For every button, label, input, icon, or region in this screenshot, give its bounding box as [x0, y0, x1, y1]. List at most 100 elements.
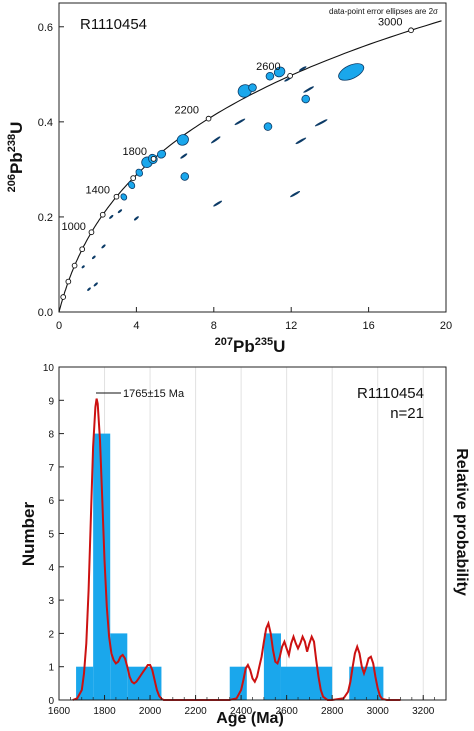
y-tick-label: 9 [48, 396, 54, 407]
histogram-bars [76, 433, 384, 700]
error-ellipse [87, 287, 91, 291]
peak-age-label: 1765±15 Ma [123, 388, 185, 400]
concordia-age-label: 1800 [123, 146, 147, 158]
histogram-bar [229, 666, 247, 700]
error-ellipse [290, 191, 301, 198]
x-tick-label: 3200 [412, 706, 435, 717]
error-ellipse [120, 193, 128, 201]
error-ellipse [127, 181, 136, 190]
concordia-age-marker [79, 246, 86, 253]
concordia-age-labels: 1000 1400 1800 2200 2600 3000 [61, 16, 402, 233]
histogram-y-tick-labels: 0 1 2 3 4 5 6 7 8 9 10 [43, 363, 55, 707]
concordia-ticks [58, 26, 447, 313]
y-tick-label: 7 [48, 463, 54, 474]
concordia-plot-frame [58, 2, 447, 313]
error-ellipse [303, 86, 314, 93]
histogram-ticks [58, 366, 447, 701]
histogram-sample-label: R1110454 [357, 385, 424, 402]
concordia-age-marker [287, 72, 293, 79]
histogram-x-tick-labels: 1600 1800 2000 2200 2400 2600 2800 3000 3200 [48, 706, 435, 717]
x-tick-label: 8 [211, 320, 217, 332]
x-label-after: U [273, 337, 285, 356]
error-ellipse [157, 149, 167, 159]
concordia-y-tick-labels: 0.0 0.2 0.4 0.6 [38, 22, 53, 319]
concordia-x-axis-label: 207Pb235U [215, 336, 286, 356]
concordia-age-marker [88, 229, 95, 236]
concordia-sample-label: R1110454 [80, 16, 147, 33]
histogram-panel: 1600 1800 2000 2200 2400 2600 2800 3000 3200 0 1 2… [19, 363, 470, 727]
error-ellipse [109, 214, 114, 219]
concordia-error-note: data-point error ellipses are 2σ [329, 7, 438, 16]
y-tick-label: 6 [48, 496, 54, 507]
x-tick-label: 2600 [276, 706, 299, 717]
x-tick-label: 1800 [93, 706, 116, 717]
concordia-ellipses [81, 63, 365, 291]
error-ellipse [248, 83, 257, 92]
error-ellipse [295, 137, 307, 145]
y-tick-label: 0.6 [38, 22, 53, 34]
y-label-base: Pb [7, 152, 26, 174]
x-tick-label: 16 [362, 320, 374, 332]
error-ellipse [180, 153, 188, 159]
error-ellipse [91, 255, 96, 260]
x-tick-label: 2000 [139, 706, 162, 717]
histogram-bar [263, 633, 281, 700]
y-tick-label: 0 [48, 696, 54, 707]
y-tick-label: 3 [48, 596, 54, 607]
x-tick-label: 12 [285, 320, 297, 332]
concordia-age-marker [408, 27, 414, 34]
concordia-age-marker [99, 211, 106, 218]
histogram-bar [280, 666, 333, 700]
y-tick-label: 0.0 [38, 307, 53, 319]
x-tick-label: 4 [133, 320, 139, 332]
error-ellipse [93, 282, 98, 287]
y-tick-label: 8 [48, 430, 54, 441]
histogram-bar [110, 633, 128, 700]
error-ellipse [301, 94, 310, 104]
error-ellipse [210, 136, 221, 144]
concordia-panel: 1000 1400 1800 2200 2600 3000 R1110454 data-p… [6, 2, 452, 356]
error-ellipse [81, 265, 85, 269]
histogram-gridlines [104, 367, 424, 700]
concordia-y-axis-label: 206Pb238U [6, 122, 26, 193]
concordia-age-marker [71, 262, 78, 269]
y-tick-label: 1 [48, 663, 54, 674]
error-ellipse [263, 122, 273, 131]
x-label-post-sup: 235 [255, 336, 273, 348]
x-tick-label: 20 [440, 320, 452, 332]
error-ellipse [273, 66, 286, 78]
x-tick-label: 2200 [184, 706, 207, 717]
error-ellipse [135, 168, 144, 177]
x-tick-label: 1600 [48, 706, 71, 717]
y-tick-label: 0.4 [38, 117, 53, 129]
error-ellipse [133, 216, 139, 221]
y-label-after: U [7, 122, 26, 134]
y-label-post-sup: 238 [6, 134, 18, 152]
concordia-age-marker [60, 294, 67, 300]
x-tick-label: 2800 [321, 706, 344, 717]
concordia-age-label: 1400 [85, 185, 109, 197]
histogram-y2-axis-label: Relative probability [453, 448, 470, 596]
concordia-age-label: 3000 [378, 16, 402, 28]
concordia-age-label: 2600 [256, 61, 280, 73]
concordia-age-label: 1000 [61, 221, 85, 233]
error-ellipse [101, 244, 106, 249]
y-label-pre-sup: 206 [6, 174, 18, 192]
concordia-age-marker [113, 193, 120, 200]
histogram-y-axis-label: Number [19, 502, 38, 567]
error-ellipse [299, 66, 307, 71]
concordia-curve [58, 20, 442, 313]
histogram-n-label: n=21 [390, 405, 424, 422]
histogram-x-axis-label: Age (Ma) [216, 710, 284, 727]
concordia-age-markers [60, 27, 414, 300]
histogram-bar [93, 433, 111, 700]
y-tick-label: 0.2 [38, 212, 53, 224]
y-tick-label: 5 [48, 530, 54, 541]
y-tick-label: 10 [43, 363, 55, 374]
error-ellipse [117, 209, 123, 214]
concordia-age-marker [65, 278, 72, 285]
error-ellipse [338, 63, 365, 81]
y-tick-label: 4 [48, 563, 54, 574]
error-ellipse [314, 119, 328, 127]
error-ellipse [176, 134, 189, 146]
